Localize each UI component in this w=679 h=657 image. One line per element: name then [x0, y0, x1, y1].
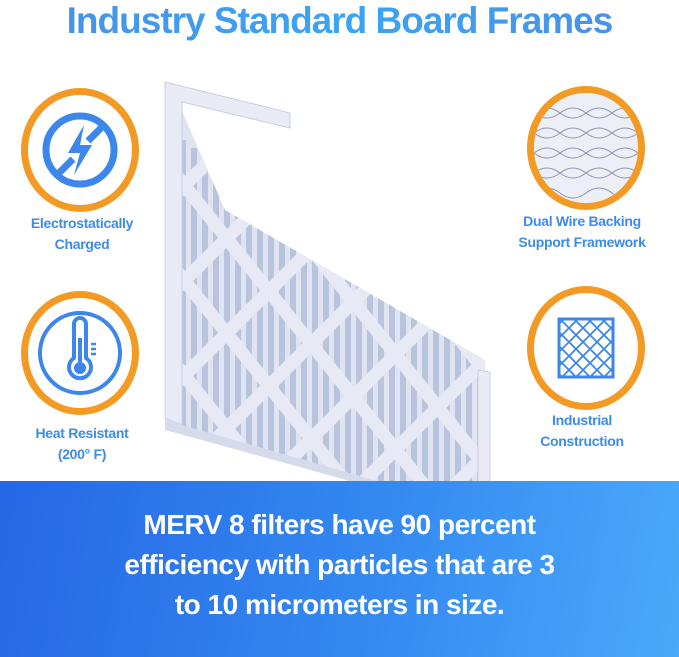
frame-lattice-bar [398, 88, 485, 205]
label-line: Dual Wire Backing [523, 213, 641, 229]
no-static-lightning-icon [42, 112, 118, 188]
pleat [191, 147, 197, 520]
pleat [411, 306, 417, 520]
pleat [400, 298, 406, 520]
industrial-badge [527, 286, 645, 410]
info-banner: MERV 8 filters have 90 percent efficienc… [0, 481, 679, 657]
label-line: Electrostatically [30, 215, 134, 231]
heat-resistant-badge [21, 291, 139, 415]
banner-text: MERV 8 filters have 90 percent efficienc… [0, 505, 679, 625]
label-line: (200° F) [57, 446, 107, 462]
pleat [180, 140, 186, 520]
banner-line: to 10 micrometers in size. [174, 589, 505, 620]
label-line: Support Framework [518, 234, 646, 250]
label-line: Industrial [551, 412, 612, 428]
pleat [312, 235, 318, 520]
pleat [367, 274, 373, 520]
banner-line: efficiency with particles that are 3 [124, 549, 555, 580]
pleat [268, 203, 274, 520]
pleat [466, 345, 472, 520]
thermometer-icon [38, 311, 122, 395]
page-title: Industry Standard Board Frames [0, 0, 679, 42]
pleat [433, 322, 439, 520]
pleat [378, 282, 384, 520]
feature-label-electrostatic: Electrostatically Charged [0, 213, 167, 255]
feature-label-industrial: Industrial Construction [497, 410, 667, 452]
wire-mesh-icon [534, 93, 638, 203]
frame-lattice-bar [172, 150, 458, 520]
pleat [389, 290, 395, 520]
pleat [202, 155, 208, 520]
pleat [224, 171, 230, 520]
air-filter-illustration [164, 81, 491, 520]
wire-backing-badge [527, 86, 645, 210]
pleat [301, 227, 307, 520]
frame-lattice-bar [322, 88, 485, 300]
pleat [323, 242, 329, 520]
frame-lattice-bar [474, 88, 485, 110]
label-line: Charged [54, 236, 110, 252]
feature-label-heat: Heat Resistant (200° F) [0, 423, 167, 465]
diamond-grid-icon [557, 317, 615, 379]
banner-line: MERV 8 filters have 90 percent [143, 509, 536, 540]
label-line: Construction [540, 433, 624, 449]
feature-label-wire: Dual Wire Backing Support Framework [497, 211, 667, 253]
pleat [257, 195, 263, 520]
electrostatic-badge [21, 88, 139, 212]
label-line: Heat Resistant [35, 425, 129, 441]
